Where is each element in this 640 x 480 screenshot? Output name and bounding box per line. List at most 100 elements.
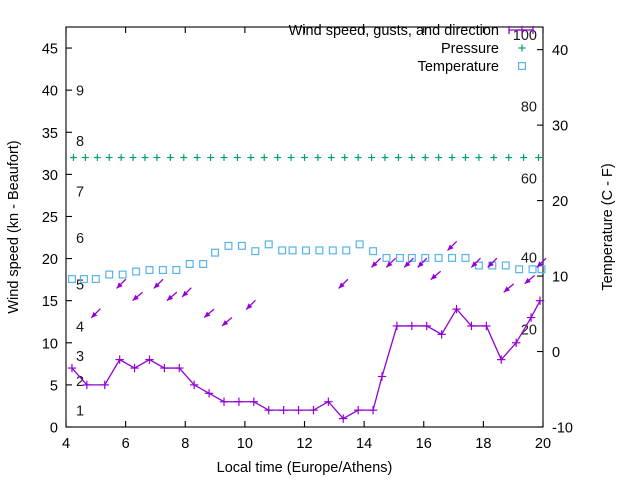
square-marker	[132, 267, 141, 276]
arrow-head	[417, 261, 424, 268]
fahrenheit-label: 100	[513, 28, 537, 44]
square-marker	[278, 246, 287, 255]
beaufort-label: 8	[76, 134, 84, 150]
y2-axis-title: Temperature (C - F)	[600, 163, 616, 290]
square-marker	[118, 270, 127, 279]
square-marker	[328, 246, 337, 255]
y-tick-label: 30	[42, 168, 58, 184]
chart-legend: Wind speed, gusts, and direction Pressure…	[289, 23, 534, 75]
y-tick-label: 10	[42, 336, 58, 352]
square-marker	[537, 265, 546, 274]
square-marker	[528, 265, 537, 274]
square-marker	[342, 246, 351, 255]
arrow-head	[524, 277, 531, 284]
x-axis-title: Local time (Europe/Athens)	[217, 460, 393, 476]
arrow-head	[371, 261, 378, 268]
square-marker	[251, 247, 260, 256]
beaufort-label: 2	[76, 374, 84, 390]
arrow-head	[487, 261, 494, 268]
x-tick-label: 18	[475, 436, 491, 452]
y-tick-label: 25	[42, 210, 58, 226]
square-marker	[264, 240, 273, 249]
series-temperature	[67, 240, 546, 284]
series-wind	[67, 296, 545, 423]
beaufort-label: 7	[76, 185, 84, 201]
square-marker	[67, 275, 76, 284]
beaufort-label: 9	[76, 84, 84, 100]
legend-label-pressure: Pressure	[441, 41, 499, 57]
arrow-head	[471, 261, 478, 268]
x-tick-label: 8	[181, 436, 189, 452]
square-marker	[434, 253, 443, 262]
square-marker	[91, 275, 100, 284]
legend-label-temperature: Temperature	[418, 59, 499, 75]
x-tick-label: 16	[416, 436, 432, 452]
fahrenheit-label: 20	[521, 322, 537, 338]
square-marker	[158, 266, 167, 275]
x-tick-label: 10	[237, 436, 253, 452]
y-tick-label: 5	[50, 378, 58, 394]
y2-tick-label: -10	[552, 421, 573, 437]
y-tick-label: 35	[42, 126, 58, 142]
y-axis-left: 0 5 10 15 20 25 30 35 40 45 Wind speed (kn - Beauf…	[6, 42, 72, 437]
y2-tick-label: 30	[552, 119, 568, 135]
square-marker	[517, 61, 526, 70]
y2-tick-label: 10	[552, 270, 568, 286]
wind-direction-arrows	[90, 240, 547, 327]
square-marker	[79, 275, 88, 284]
x-tick-label: 12	[296, 436, 312, 452]
y-tick-label: 40	[42, 84, 58, 100]
arrow-head	[116, 282, 123, 289]
square-marker	[355, 240, 364, 249]
square-marker	[382, 253, 391, 262]
arrow-head	[166, 294, 174, 301]
arrow-head	[430, 273, 437, 280]
beaufort-label: 5	[76, 277, 84, 293]
beaufort-label: 4	[76, 319, 84, 335]
square-marker	[145, 266, 154, 275]
square-marker	[172, 266, 181, 275]
series-pressure	[70, 154, 542, 161]
square-marker	[301, 246, 310, 255]
y-axis-title: Wind speed (kn - Beaufort)	[6, 140, 22, 313]
arrow-head	[132, 294, 139, 301]
y-tick-label: 15	[42, 294, 58, 310]
square-marker	[288, 246, 297, 255]
x-tick-label: 6	[122, 436, 130, 452]
arrow-head	[182, 290, 189, 297]
y-tick-label: 45	[42, 42, 58, 58]
y2-tick-label: 20	[552, 194, 568, 210]
arrow-head	[204, 311, 211, 318]
fahrenheit-label: 40	[521, 251, 537, 267]
arrow-head	[246, 303, 253, 310]
square-marker	[315, 246, 324, 255]
square-marker	[421, 253, 430, 262]
square-marker	[105, 270, 114, 279]
y2-tick-label: 40	[552, 43, 568, 59]
square-marker	[448, 253, 457, 262]
square-marker	[515, 265, 524, 274]
square-marker	[501, 261, 510, 270]
series-line-wind	[71, 300, 541, 420]
x-axis: 4 6 8 10 12 14 16 18 20 Local time (Europe/Athens…	[62, 27, 551, 476]
square-marker	[474, 261, 483, 270]
arrow-head	[222, 320, 229, 326]
arrow-head	[404, 261, 411, 268]
x-tick-label: 20	[535, 436, 551, 452]
square-marker	[395, 253, 404, 262]
arrow-head	[447, 244, 454, 251]
arrow-head	[536, 261, 543, 268]
beaufort-scale-labels: 1 2 3 4 5 6 7 8 9	[76, 84, 84, 420]
square-marker	[224, 241, 233, 250]
square-marker	[369, 247, 378, 256]
fahrenheit-scale-labels: 20 40 60 80 100	[513, 28, 537, 338]
square-marker	[185, 259, 194, 268]
x-tick-label: 14	[356, 436, 372, 452]
fahrenheit-label: 60	[521, 171, 537, 187]
beaufort-label: 6	[76, 231, 84, 247]
square-marker	[211, 248, 220, 257]
square-marker	[461, 253, 470, 262]
x-tick-label: 4	[62, 436, 70, 452]
y-tick-label: 0	[50, 421, 58, 437]
